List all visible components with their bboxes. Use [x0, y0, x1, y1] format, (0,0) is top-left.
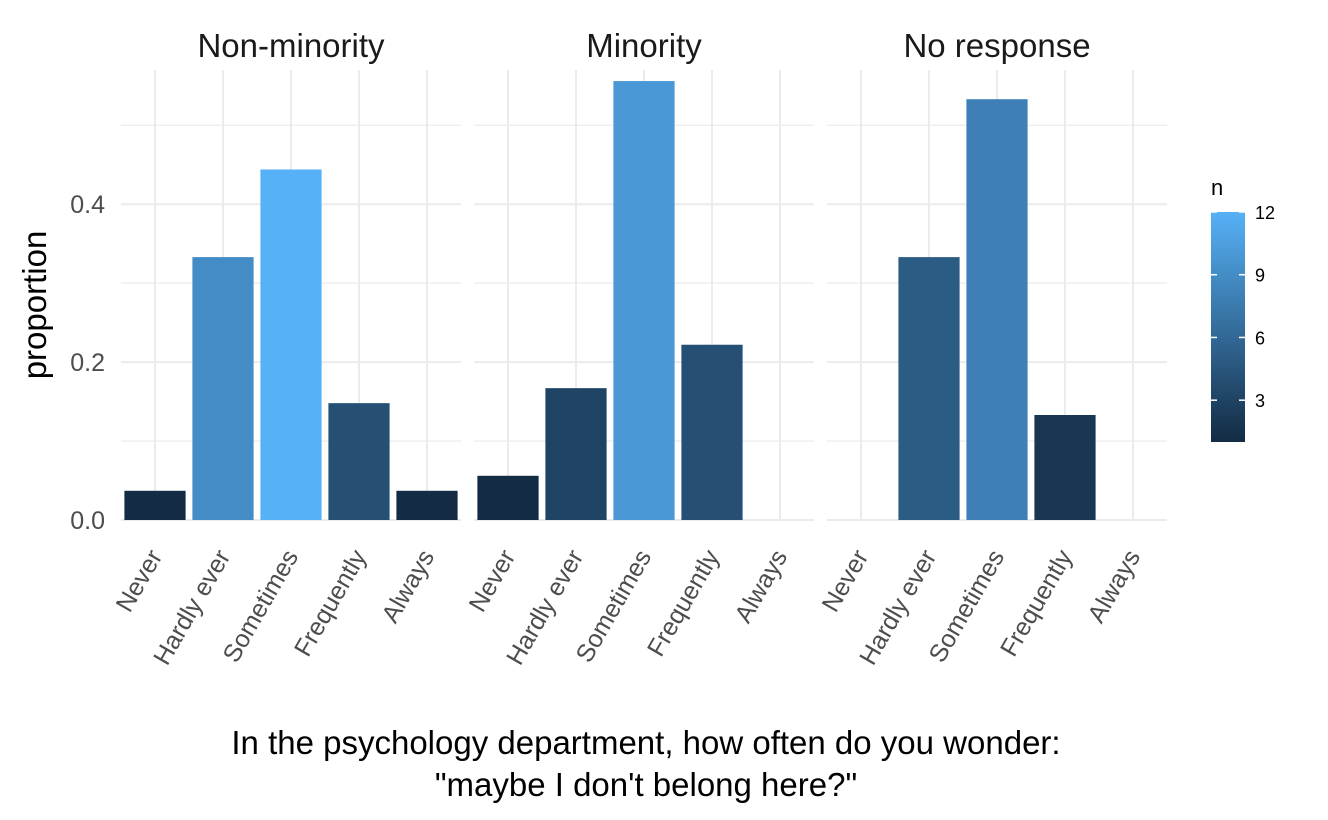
facet-strip-label: Non-minority	[197, 27, 385, 64]
legend-tick-label: 9	[1255, 266, 1265, 286]
bar-never	[124, 490, 186, 520]
bar-frequently	[681, 344, 743, 520]
legend: n 3 6 9 12	[1211, 175, 1275, 442]
legend-tick-label: 12	[1255, 203, 1275, 223]
y-tick-label: 0.4	[70, 191, 105, 219]
x-tick-label: Always	[376, 545, 440, 628]
legend-tick-label: 3	[1255, 391, 1265, 411]
x-tick-label: Never	[817, 545, 875, 617]
bar-frequently	[328, 403, 390, 520]
legend-title: n	[1211, 175, 1223, 200]
x-axis-title-line-1: In the psychology department, how often …	[231, 724, 1060, 761]
facet-strip-label: Minority	[586, 27, 702, 64]
y-tick-label: 0.0	[70, 507, 105, 535]
x-tick-label: Never	[464, 545, 522, 617]
bar-hardly-ever	[545, 388, 607, 520]
bar-sometimes	[613, 81, 675, 520]
bar-hardly-ever	[898, 257, 960, 520]
x-tick-label: Always	[729, 545, 793, 628]
x-tick-label: Always	[1082, 545, 1146, 628]
bar-always	[396, 490, 458, 520]
y-axis-title: proportion	[16, 231, 53, 380]
bar-sometimes	[260, 169, 322, 520]
y-axis: 0.0 0.2 0.4	[70, 191, 105, 535]
x-axis-title-line-2: "maybe I don't belong here?"	[435, 766, 857, 803]
bar-never	[477, 475, 539, 520]
bar-frequently	[1034, 415, 1096, 520]
legend-tick-label: 6	[1255, 328, 1265, 348]
x-tick-label: Never	[111, 545, 169, 617]
bar-sometimes	[966, 99, 1028, 521]
legend-colorbar	[1211, 212, 1245, 442]
y-tick-label: 0.2	[70, 349, 105, 377]
facet-strip-label: No response	[903, 27, 1090, 64]
bar-hardly-ever	[192, 257, 254, 520]
